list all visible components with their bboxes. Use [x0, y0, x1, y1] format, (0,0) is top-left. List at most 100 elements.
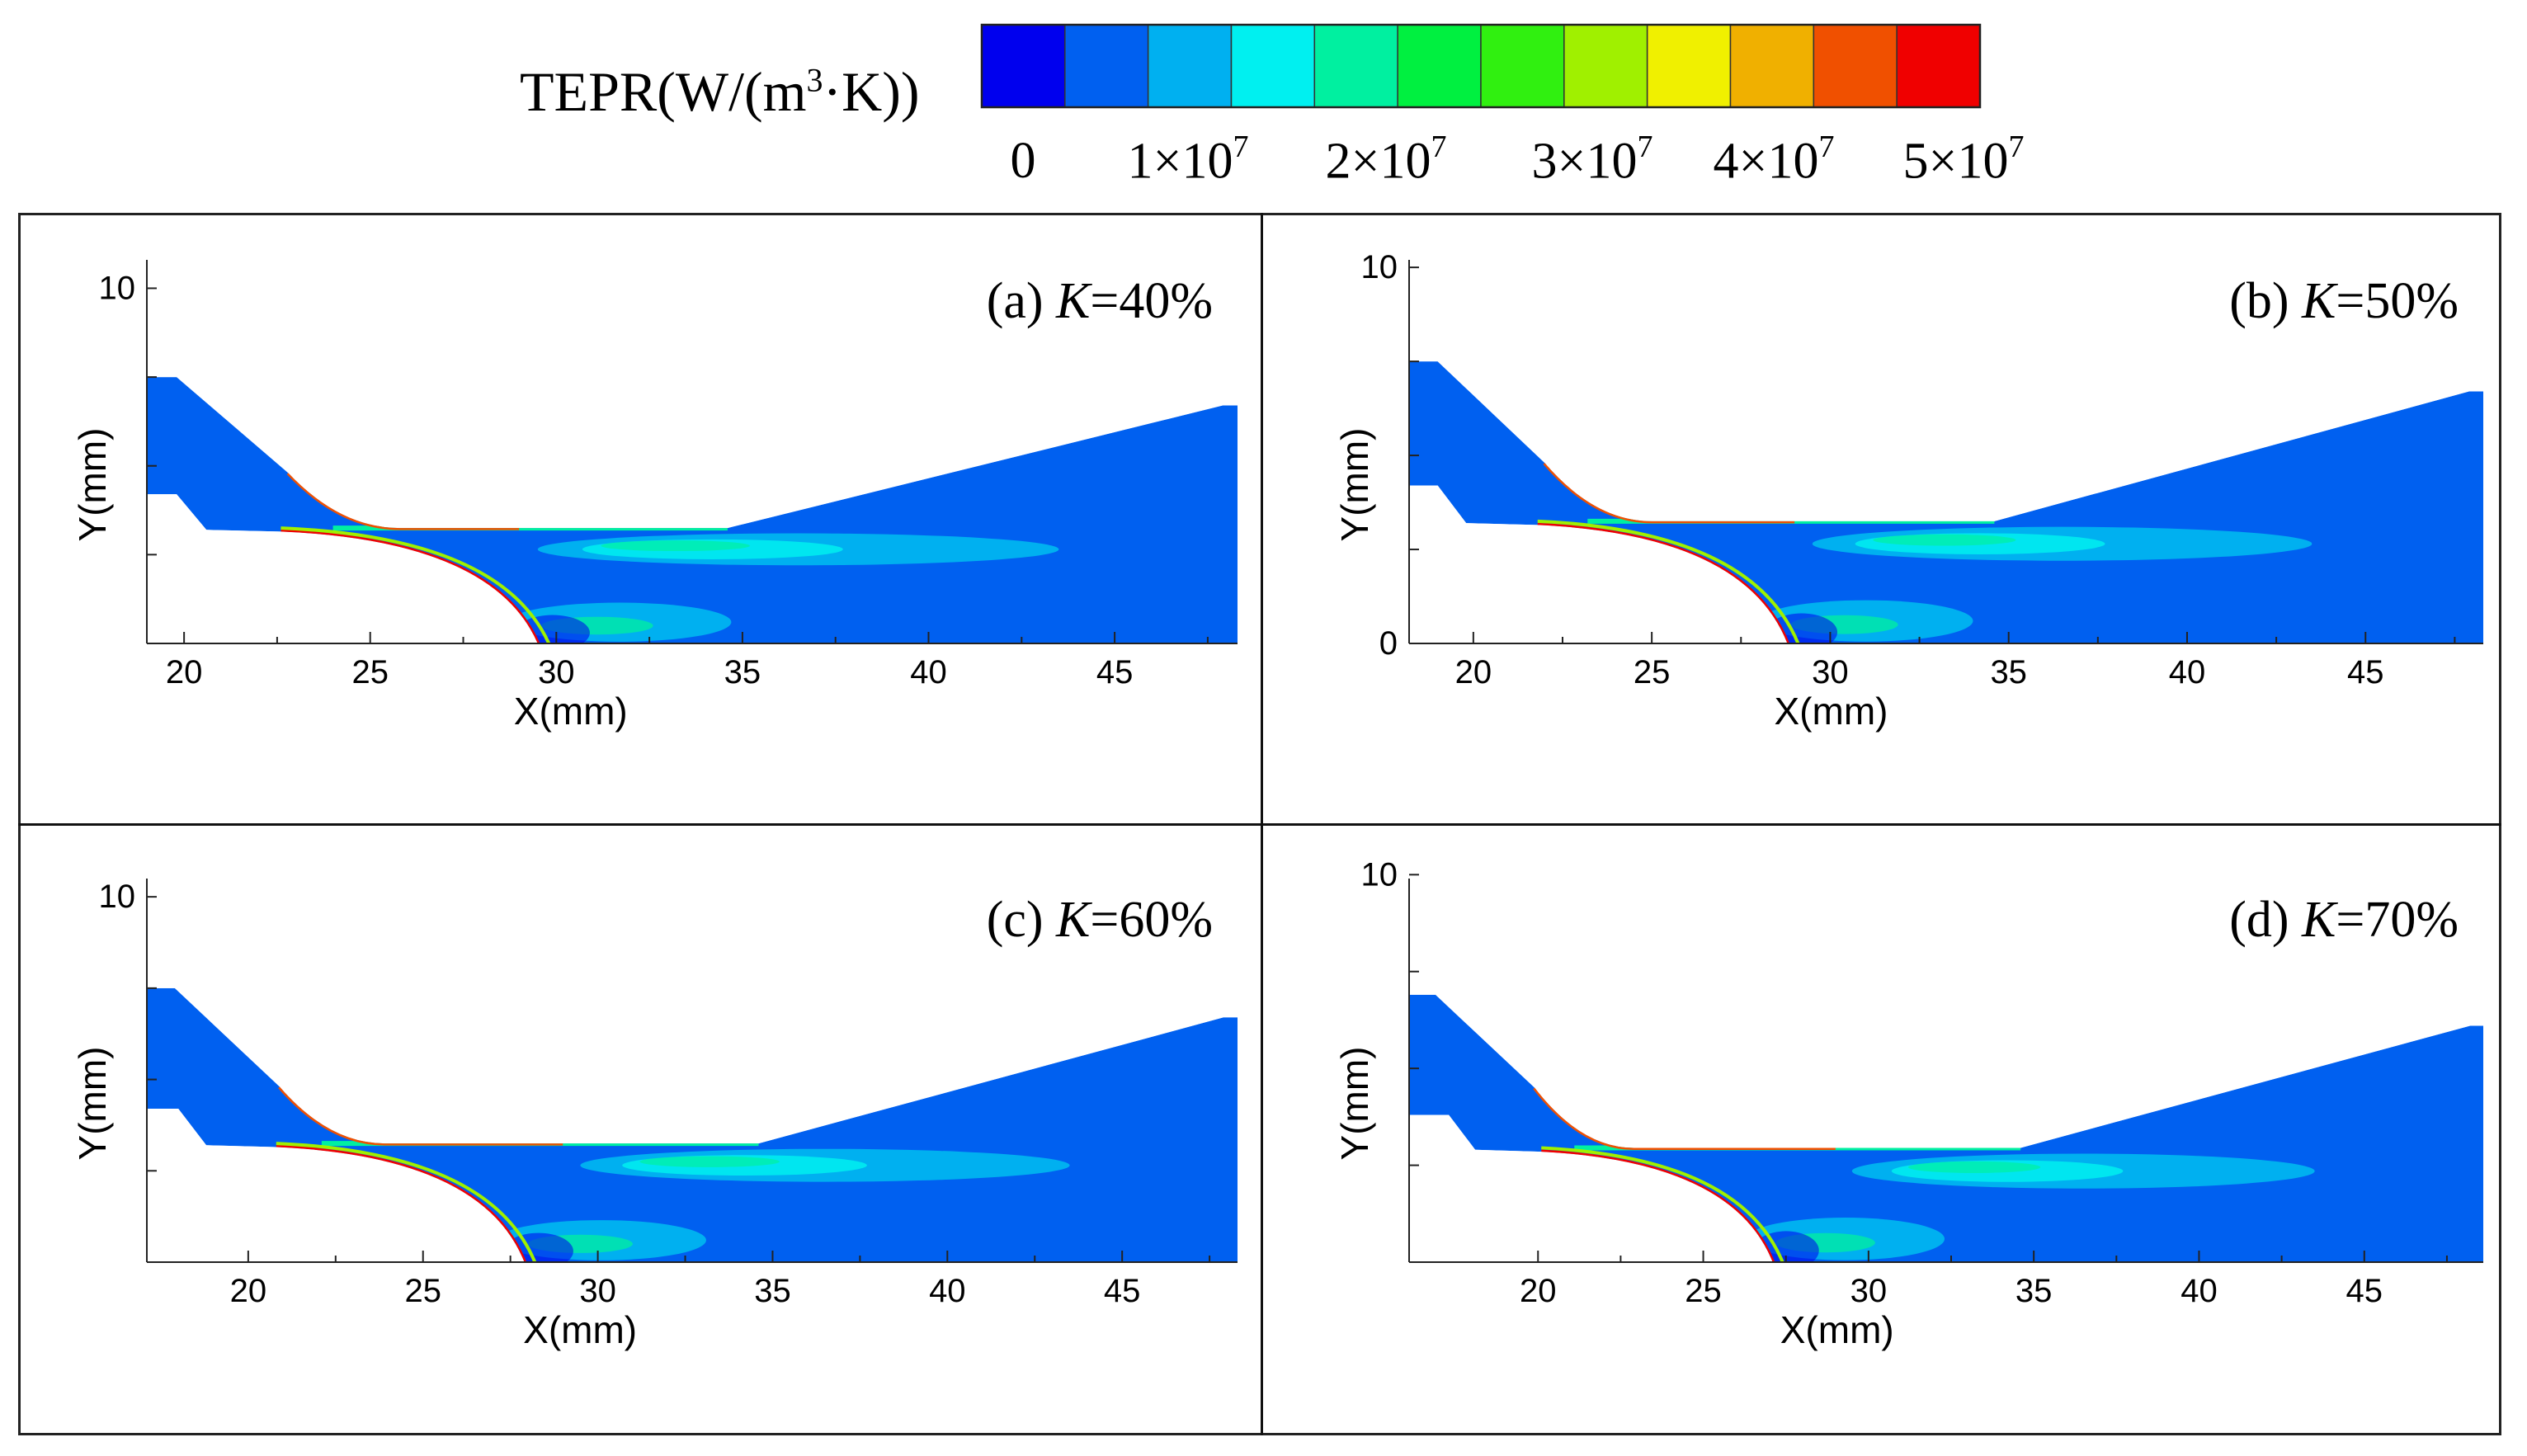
colorbar-tick-exponent: 7: [1637, 130, 1653, 164]
y-axis-label: Y(mm): [71, 1047, 114, 1161]
colorbar-title: TEPR(W/(m3·K)): [520, 59, 920, 125]
colorbar-level-1: [1064, 24, 1149, 108]
lower-wall-gradient-inner: [276, 1142, 537, 1262]
x-tick-label: 45: [2346, 1273, 2383, 1309]
colorbar-tick-text: 4×10: [1713, 133, 1819, 190]
x-tick-label: 20: [230, 1273, 267, 1309]
x-tick-label: 45: [1096, 654, 1134, 690]
x-tick-label: 20: [1520, 1273, 1557, 1309]
colorbar-tick-text: 3×10: [1531, 133, 1638, 190]
colorbar-level-3: [1230, 24, 1316, 108]
panel-title-value: =70%: [2336, 892, 2459, 948]
field-background: [1409, 994, 2483, 1262]
colorbar-tick-1: 1×107: [1127, 130, 1249, 191]
contour-plot-b: 20 25 30 35 40 45 0 10 X(mm) Y(mm) (b) K=50%: [1333, 249, 2483, 733]
panel-title-variable: K: [1055, 892, 1093, 948]
x-tick-label: 40: [929, 1273, 966, 1309]
x-tick-label: 40: [2169, 654, 2206, 690]
x-axis-label: X(mm): [523, 1308, 637, 1351]
plume-core: [639, 1156, 780, 1167]
contour-plot-a: 20 25 30 35 40 45 10 X(mm) Y(mm) (a) K=40%: [71, 260, 1238, 733]
x-tick-label: 30: [1850, 1273, 1888, 1309]
panel-title-variable: K: [1055, 273, 1093, 329]
colorbar-title-prefix: TEPR(W/(m: [520, 60, 807, 123]
contour-plot-c: 20 25 30 35 40 45 10 X(mm) Y(mm) (c) K=60%: [71, 879, 1238, 1351]
colorbar-tick-5: 5×107: [1902, 130, 2025, 191]
colorbar-tick-exponent: 7: [2008, 130, 2025, 164]
y-tick-label: 10: [99, 879, 136, 915]
x-tick-label: 35: [1990, 654, 2027, 690]
colorbar-tick-exponent: 7: [1818, 130, 1835, 164]
contour-plot-d: 20 25 30 35 40 45 10 X(mm) Y(mm) (d) K=70%: [1333, 856, 2483, 1351]
colorbar-tick-text: 0: [1010, 133, 1036, 189]
contour-field: [147, 987, 1238, 1262]
panel-title-variable: K: [2301, 892, 2339, 948]
x-tick-label: 45: [2347, 654, 2384, 690]
x-tick-label: 30: [1812, 654, 1849, 690]
x-tick-label: 30: [579, 1273, 616, 1309]
colorbar-level-5: [1397, 24, 1482, 108]
colorbar-title-suffix: ·K)): [823, 60, 920, 123]
panel-title-variable: K: [2301, 273, 2339, 329]
panel-title-prefix: (d): [2229, 892, 2302, 948]
panel-title-value: =50%: [2336, 273, 2459, 329]
colorbar-level-4: [1313, 24, 1398, 108]
x-tick-label: 25: [1685, 1273, 1722, 1309]
x-tick-label: 35: [2015, 1273, 2053, 1309]
plume-core: [1873, 534, 2016, 546]
colorbar-level-2: [1147, 24, 1233, 108]
x-tick-label: 45: [1104, 1273, 1141, 1309]
x-tick-label: 40: [2180, 1273, 2218, 1309]
colorbar-tick-text: 1×10: [1127, 133, 1233, 190]
throat-low: [1752, 1231, 1819, 1262]
colorbar-level-0: [981, 24, 1066, 108]
colorbar-tick-text: 2×10: [1325, 133, 1431, 190]
colorbar-tick-exponent: 7: [1431, 130, 1447, 164]
colorbar-tick-3: 3×107: [1531, 130, 1653, 191]
x-axis-label: X(mm): [1780, 1308, 1894, 1351]
x-tick-label: 25: [351, 654, 389, 690]
x-tick-label: 30: [538, 654, 575, 690]
panel-d: 20 25 30 35 40 45 10 X(mm) Y(mm) (d) K=70%: [1312, 856, 2500, 1419]
field-background: [1409, 361, 2483, 643]
x-tick-label: 35: [724, 654, 761, 690]
colorbar-level-7: [1563, 24, 1648, 108]
colorbar-border: [980, 23, 1982, 109]
y-tick-label: 0: [1379, 625, 1398, 662]
x-tick-label: 20: [1455, 654, 1492, 690]
contour-field: [1409, 994, 2483, 1262]
plume-core: [601, 540, 750, 552]
y-axis-label: Y(mm): [1333, 1047, 1376, 1161]
x-axis-label: X(mm): [1775, 690, 1888, 733]
colorbar-level-9: [1729, 24, 1815, 108]
field-background: [147, 987, 1238, 1262]
colorbar-level-11: [1896, 24, 1981, 108]
colorbar-level-6: [1480, 24, 1565, 108]
panel-title-prefix: (b): [2229, 273, 2302, 329]
panel-title-prefix: (a): [987, 273, 1056, 329]
colorbar-tick-text: 5×10: [1902, 133, 2009, 190]
y-axis-label: Y(mm): [71, 428, 114, 542]
x-tick-label: 25: [1634, 654, 1671, 690]
panel-a: 20 25 30 35 40 45 10 X(mm) Y(mm) (a) K=40%: [50, 239, 1254, 800]
plume-core: [1907, 1161, 2041, 1173]
colorbar-level-10: [1813, 24, 1898, 108]
contour-field: [147, 377, 1238, 644]
x-tick-label: 40: [910, 654, 947, 690]
colorbar-level-8: [1646, 24, 1732, 108]
x-tick-label: 35: [754, 1273, 791, 1309]
panel-title: (a) K=40%: [987, 273, 1213, 329]
lower-wall-gradient-inner: [281, 526, 551, 644]
panel-b: 20 25 30 35 40 45 0 10 X(mm) Y(mm) (b) K=50%: [1312, 239, 2500, 800]
panel-title: (b) K=50%: [2229, 273, 2459, 329]
x-tick-label: 20: [166, 654, 203, 690]
y-tick-label: 10: [99, 270, 136, 306]
x-tick-label: 25: [404, 1273, 441, 1309]
panel-divider-horizontal: [18, 823, 2501, 826]
y-tick-label: 10: [1361, 249, 1398, 285]
lower-wall-gradient-inner: [1541, 1146, 1784, 1262]
colorbar-tick-4: 4×107: [1713, 130, 1835, 191]
panel-title-value: =60%: [1090, 892, 1213, 948]
colorbar-title-sup: 3: [806, 61, 823, 99]
colorbar-tick-exponent: 7: [1233, 130, 1249, 164]
